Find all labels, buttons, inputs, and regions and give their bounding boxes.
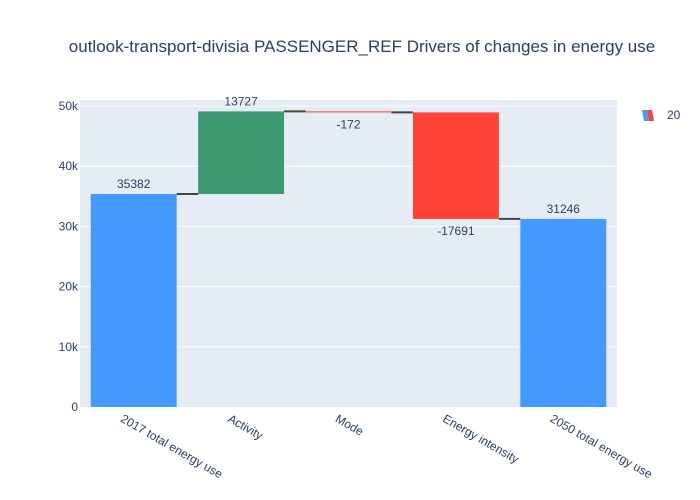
data-labels: 35382 13727 -172 -17691 31246 xyxy=(117,94,580,238)
legend-swatch-icon xyxy=(642,110,654,121)
data-label: 13727 xyxy=(224,94,258,108)
y-tick-label: 30k xyxy=(59,219,79,233)
data-label: -17691 xyxy=(437,224,475,238)
y-tick-label: 10k xyxy=(59,340,79,354)
data-label: 35382 xyxy=(117,177,151,191)
chart-title: outlook-transport-divisia PASSENGER_REF … xyxy=(69,37,655,56)
bars xyxy=(90,111,607,407)
data-label: -172 xyxy=(336,117,360,131)
y-tick-label: 20k xyxy=(59,280,79,294)
bar-mode xyxy=(305,111,392,113)
x-axis-ticks: 2017 total energy use Activity Mode Energy … xyxy=(118,411,655,481)
legend[interactable]: 20 xyxy=(642,108,681,122)
y-tick-label: 50k xyxy=(59,99,79,113)
x-tick-label: Energy intensity xyxy=(440,411,521,466)
bar-activity xyxy=(198,111,285,195)
legend-label: 20 xyxy=(667,108,681,122)
x-tick-label: 2017 total energy use xyxy=(118,411,225,481)
y-tick-label: 0 xyxy=(71,400,78,414)
y-axis-ticks: 0 10k 20k 30k 40k 50k xyxy=(59,99,79,414)
bar-2017-total-energy-use xyxy=(90,194,177,407)
x-tick-label: Activity xyxy=(226,411,266,442)
x-tick-label: 2050 total energy use xyxy=(548,411,655,481)
y-tick-label: 40k xyxy=(59,159,79,173)
connectors xyxy=(176,110,521,220)
bar-energy-intensity xyxy=(412,112,499,219)
bar-2050-total-energy-use xyxy=(520,218,607,407)
x-tick-label: Mode xyxy=(333,411,366,438)
data-label: 31246 xyxy=(547,202,581,216)
